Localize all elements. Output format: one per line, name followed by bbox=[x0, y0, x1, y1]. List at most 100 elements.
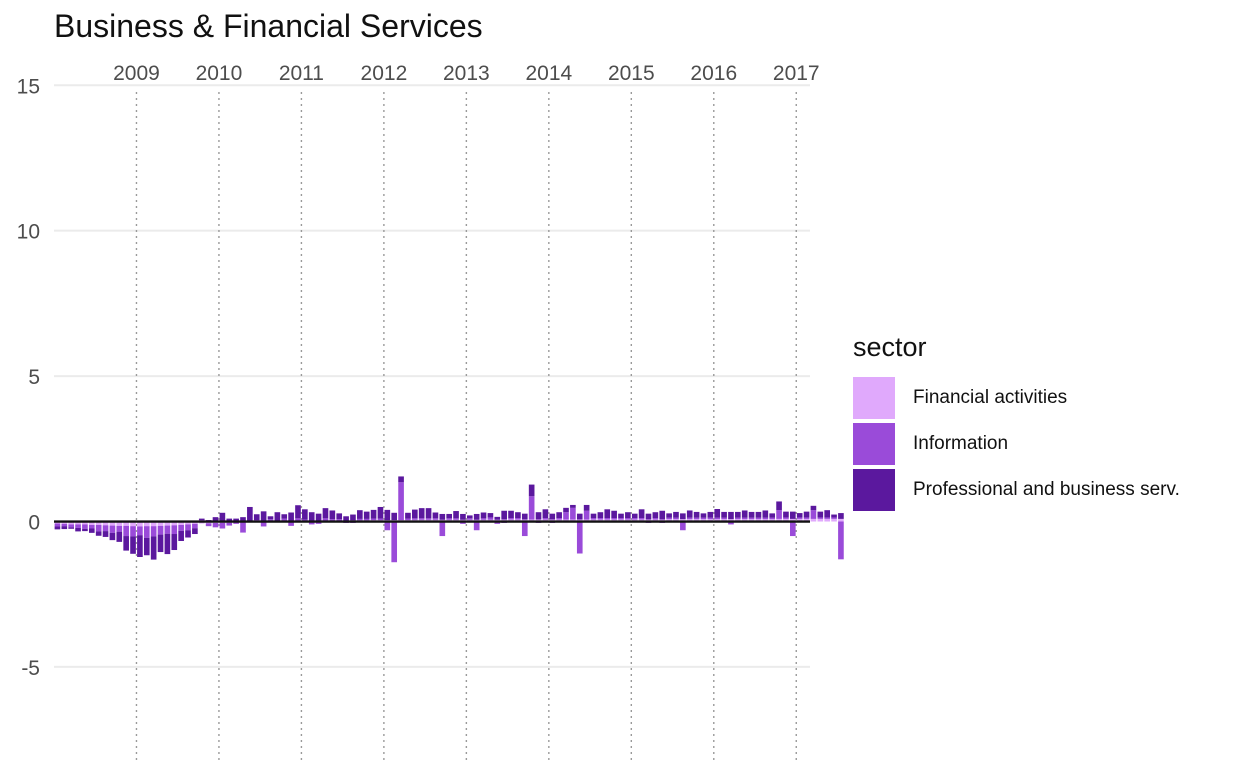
bar-segment bbox=[343, 516, 349, 521]
bar-segment bbox=[776, 501, 782, 511]
bar-segment bbox=[198, 518, 205, 521]
bar-segment bbox=[487, 517, 494, 520]
bar-segment bbox=[631, 518, 638, 520]
y-tick-label: 10 bbox=[17, 221, 40, 244]
chart-title: Business & Financial Services bbox=[54, 8, 483, 44]
legend-swatch bbox=[853, 469, 895, 511]
bar-segment bbox=[576, 513, 583, 520]
bar-segment bbox=[453, 511, 459, 519]
bar-segment bbox=[336, 513, 343, 520]
bar-segment bbox=[164, 525, 171, 534]
bar-segment bbox=[666, 517, 672, 520]
bar-segment bbox=[88, 521, 95, 526]
bar-segment bbox=[322, 518, 329, 521]
bar-segment bbox=[521, 513, 528, 520]
bar-segment bbox=[302, 519, 308, 521]
bar-segment bbox=[219, 512, 226, 522]
bar-segment bbox=[824, 518, 830, 522]
bar-segment bbox=[741, 510, 748, 518]
bar-segment bbox=[205, 523, 212, 527]
bar-segment bbox=[391, 512, 398, 521]
bar-segment bbox=[377, 518, 384, 521]
bar-segment bbox=[329, 510, 336, 520]
bar-segment bbox=[157, 521, 164, 526]
bar-segment bbox=[233, 522, 239, 524]
bar-segment bbox=[707, 511, 714, 518]
bar-segment bbox=[412, 518, 418, 520]
bar-segment bbox=[796, 517, 803, 519]
bar-segment bbox=[185, 524, 191, 531]
bar-segment bbox=[171, 534, 178, 551]
bar-segment bbox=[466, 518, 473, 520]
bar-segment bbox=[508, 518, 514, 520]
bar-segment bbox=[817, 518, 824, 522]
bar-segment bbox=[824, 510, 830, 518]
bar-segment bbox=[796, 518, 803, 522]
bar-segment bbox=[281, 518, 288, 522]
x-tick-label: 2016 bbox=[690, 62, 737, 85]
y-tick-label: -5 bbox=[21, 657, 40, 680]
bar-segment bbox=[219, 522, 226, 529]
bar-segment bbox=[178, 525, 184, 531]
bar-segment bbox=[61, 526, 68, 530]
bar-segment bbox=[590, 513, 597, 519]
bar-segment bbox=[460, 513, 466, 520]
y-tick-label: 0 bbox=[28, 512, 40, 535]
x-tick-label: 2009 bbox=[113, 62, 160, 85]
bar-segment bbox=[638, 509, 645, 519]
bar-segment bbox=[150, 521, 157, 527]
bar-segment bbox=[75, 527, 81, 532]
bar-segment bbox=[425, 518, 432, 520]
bar-segment bbox=[295, 505, 301, 519]
bar-segment bbox=[563, 507, 569, 513]
bar-segment bbox=[123, 536, 129, 551]
bar-segment bbox=[88, 525, 95, 529]
bar-segment bbox=[446, 513, 452, 519]
bar-segment bbox=[253, 514, 260, 521]
bar-segment bbox=[109, 521, 116, 526]
bar-segment bbox=[192, 528, 198, 535]
bar-segment bbox=[762, 517, 769, 520]
bar-segment bbox=[535, 512, 542, 520]
bar-segment bbox=[645, 513, 652, 520]
bar-segment bbox=[143, 537, 150, 556]
bar-segment bbox=[82, 524, 88, 529]
bar-segment bbox=[810, 505, 817, 511]
bar-segment bbox=[274, 512, 281, 521]
bar-segment bbox=[748, 517, 755, 520]
bar-segment bbox=[508, 510, 514, 519]
bar-segment bbox=[762, 510, 769, 518]
bar-segment bbox=[563, 512, 569, 520]
bar-segment bbox=[817, 517, 824, 519]
x-tick-label: 2017 bbox=[773, 62, 820, 85]
bar-segment bbox=[803, 511, 810, 518]
bar-segment bbox=[769, 513, 776, 518]
legend-item-professional: Professional and business serv. bbox=[853, 467, 1180, 513]
bar-segment bbox=[638, 518, 645, 520]
bar-segment bbox=[109, 532, 116, 541]
bar-segment bbox=[659, 510, 666, 520]
bar-segment bbox=[116, 521, 123, 526]
bar-segment bbox=[88, 528, 95, 533]
bar-segment bbox=[322, 508, 329, 519]
bar-segment bbox=[123, 521, 129, 526]
bar-segment bbox=[735, 511, 741, 518]
bar-segment bbox=[721, 511, 727, 518]
bar-segment bbox=[398, 476, 404, 483]
bar-segment bbox=[631, 513, 638, 519]
bar-segment bbox=[377, 506, 384, 519]
bar-segment bbox=[150, 536, 157, 560]
bar-segment bbox=[308, 512, 315, 521]
bar-segment bbox=[748, 511, 755, 518]
bar-segment bbox=[790, 518, 796, 522]
bar-segment bbox=[831, 514, 837, 518]
axis-layer: 15 10 5 0 -5 2009 2010 2011 2012 2013 2014 2015 2016… bbox=[17, 62, 820, 680]
bar-segment bbox=[515, 518, 521, 520]
legend-item-financial: Financial activities bbox=[853, 375, 1180, 421]
bar-segment bbox=[370, 518, 377, 521]
bar-segment bbox=[618, 513, 624, 519]
bar-segment bbox=[370, 509, 377, 519]
bar-segment bbox=[576, 521, 583, 554]
x-tick-label: 2013 bbox=[443, 62, 490, 85]
